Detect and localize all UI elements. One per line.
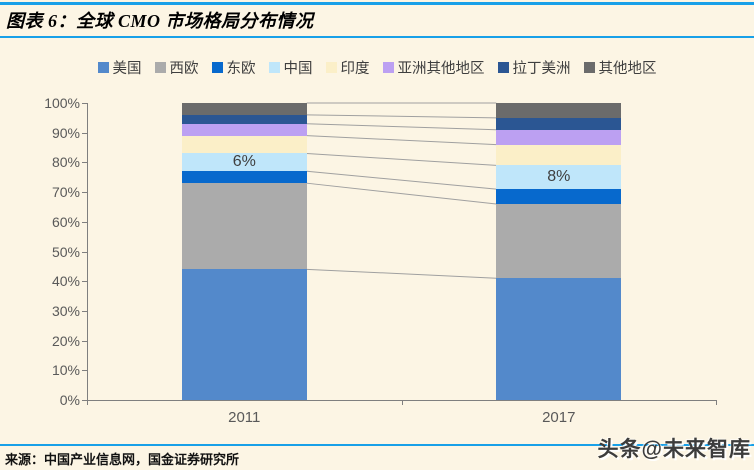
legend-swatch-icon [382,61,394,73]
y-axis-tick-label: 10% [51,362,80,379]
bar-segment [496,189,622,204]
bar-segment [181,123,307,136]
y-axis-tick-label: 30% [51,302,80,319]
legend-label: 东欧 [226,60,256,77]
bar-segment [181,269,307,400]
y-axis-tick-label: 0% [59,392,80,408]
bar-segment [181,103,307,115]
series-line [306,135,497,146]
bar-segment [496,165,622,190]
legend-item: 亚洲其他地区 [382,57,485,78]
legend-item: 西欧 [154,57,199,78]
legend-label: 亚洲其他地区 [397,60,485,77]
source-note: 来源：中国产业信息网，国金证券研究所 [5,452,240,467]
y-axis-tick [82,132,87,134]
series-line [306,170,497,190]
legend-label: 拉丁美洲 [512,60,571,77]
series-line [306,182,497,205]
x-axis-tick [716,400,717,405]
y-axis-tick [82,340,87,342]
y-axis-tick [82,221,87,223]
chart-legend: 美国 西欧 东欧 中国 印度 亚洲其他地区 拉丁美洲 其他地区 [0,57,754,77]
bar-segment [181,153,307,172]
bar-segment [496,103,622,118]
y-axis-tick [82,251,87,253]
legend-swatch-icon [268,61,280,73]
y-axis-tick-label: 20% [51,332,80,349]
y-axis-line [87,103,88,401]
y-axis-tick-label: 40% [51,273,80,290]
y-axis-tick-label: 90% [51,124,80,141]
y-axis-tick-label: 100% [44,95,80,111]
bar-segment [181,183,307,270]
series-line [306,114,497,119]
y-axis-tick [82,192,87,194]
legend-swatch-icon [154,61,166,73]
title-divider [0,36,754,38]
bar-segment [496,129,622,145]
legend-item: 中国 [268,57,313,78]
bar-segment [496,278,622,400]
legend-label: 印度 [340,60,370,77]
legend-item: 印度 [325,57,370,78]
y-axis-tick [82,400,87,401]
legend-item: 美国 [97,57,142,78]
bar-segment [181,171,307,184]
legend-item: 其他地区 [583,57,657,78]
y-axis-tick-label: 60% [51,213,80,230]
bottom-divider [0,444,754,446]
x-axis-tick [401,400,403,405]
watermark-logo: 头条@未来智库 [597,438,751,461]
legend-swatch-icon [497,61,509,73]
legend-swatch-icon [211,61,223,73]
legend-swatch-icon [97,61,109,73]
series-line [306,268,497,279]
series-line [306,152,497,166]
y-axis-tick-label: 50% [51,243,80,260]
bar-segment [496,117,622,130]
y-axis-tick-label: 70% [51,184,80,201]
x-axis-category-label: 2011 [228,409,261,426]
legend-swatch-icon [325,61,337,73]
legend-label: 其他地区 [598,60,657,77]
y-axis-tick-label: 80% [51,154,80,171]
figure-title: 图表 6：全球 CMO 市场格局分布情况 [6,11,314,31]
legend-label: 美国 [112,60,142,77]
series-line [306,123,497,131]
bar-data-label: 6% [232,153,256,171]
legend-item: 东欧 [211,57,256,78]
bar-data-label: 8% [547,168,571,186]
bar-segment [181,114,307,124]
x-axis-tick [87,400,88,405]
legend-item: 拉丁美洲 [497,57,571,78]
legend-label: 中国 [283,60,313,77]
y-axis-tick [82,162,87,164]
y-axis-tick [82,103,87,104]
y-axis-tick [82,310,87,312]
bar-segment [496,203,622,279]
x-axis-category-label: 2017 [542,409,576,426]
top-divider [0,2,754,5]
legend-label: 西欧 [169,60,199,77]
legend-swatch-icon [583,61,595,73]
bar-segment [496,144,622,166]
y-axis-tick [82,370,87,372]
y-axis-tick [82,281,87,283]
bar-segment [181,135,307,154]
